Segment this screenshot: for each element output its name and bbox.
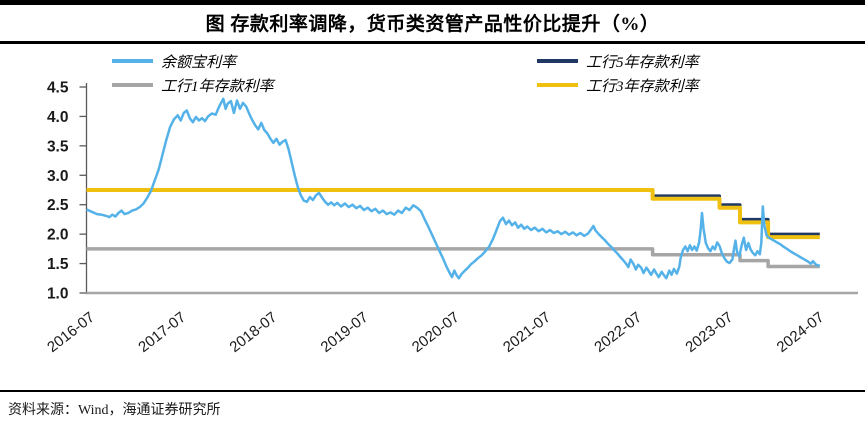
legend-label-icbc3y: 工行3年存款利率 [586, 78, 699, 95]
x-tick-label: 2024-07 [774, 309, 828, 356]
chart-title: 图 存款利率调降，货币类资管产品性价比提升（%） [205, 14, 660, 35]
legend-swatch-icbc3y [537, 83, 578, 87]
y-tick-label: 4.5 [47, 80, 69, 97]
y-tick-label: 1.0 [47, 286, 69, 303]
axes: 4.5 4.0 3.5 3.0 2.5 2.0 1.5 1.0 2016-07 2017-07 20… [44, 80, 858, 356]
legend-label-yuebao: 余额宝利率 [161, 54, 237, 71]
legend-item-icbc5y: 工行5年存款利率 [537, 51, 699, 71]
legend-swatch-icbc1y [112, 83, 153, 87]
x-tick-label: 2019-07 [318, 309, 372, 356]
legend-label-icbc5y: 工行5年存款利率 [586, 54, 699, 71]
x-tick-label: 2016-07 [44, 309, 98, 356]
title-divider-line [0, 41, 865, 44]
series-line-icbc3y [86, 188, 820, 240]
source-note: 资料来源：Wind，海通证券研究所 [8, 403, 221, 418]
legend-item-icbc3y: 工行3年存款利率 [537, 75, 699, 95]
y-tick-label: 1.5 [47, 256, 69, 273]
x-tick-label: 2020-07 [409, 309, 463, 356]
x-tick-label: 2018-07 [226, 309, 280, 356]
legend: 余额宝利率 工行5年存款利率 工行1年存款利率 工行3年存款利率 [0, 50, 865, 96]
x-tick-label: 2021-07 [500, 309, 554, 356]
legend-item-icbc1y: 工行1年存款利率 [112, 75, 274, 95]
y-tick-label: 3.0 [47, 168, 69, 185]
y-tick-label: 3.5 [47, 138, 69, 155]
chart-plot-area: 4.5 4.0 3.5 3.0 2.5 2.0 1.5 1.0 2016-07 2017-07 20… [0, 45, 865, 380]
series-line-yuebao [85, 97, 821, 280]
x-tick-label: 2022-07 [591, 309, 645, 356]
legend-swatch-yuebao [112, 59, 153, 63]
legend-swatch-icbc5y [537, 59, 578, 63]
series-line-icbc5y [86, 188, 820, 236]
y-tick-label: 4.0 [47, 109, 69, 126]
y-tick-label: 2.5 [47, 197, 69, 214]
x-tick-label: 2017-07 [135, 309, 189, 356]
y-tick-label: 2.0 [47, 227, 69, 244]
legend-label-icbc1y: 工行1年存款利率 [161, 78, 274, 95]
legend-item-yuebao: 余额宝利率 [112, 51, 236, 71]
line-chart-svg: 4.5 4.0 3.5 3.0 2.5 2.0 1.5 1.0 2016-07 2017-07 20… [44, 80, 858, 356]
footer-divider-line [0, 390, 865, 392]
top-border-bar [0, 0, 865, 5]
series-line-icbc1y [86, 247, 820, 269]
x-tick-label: 2023-07 [682, 309, 736, 356]
